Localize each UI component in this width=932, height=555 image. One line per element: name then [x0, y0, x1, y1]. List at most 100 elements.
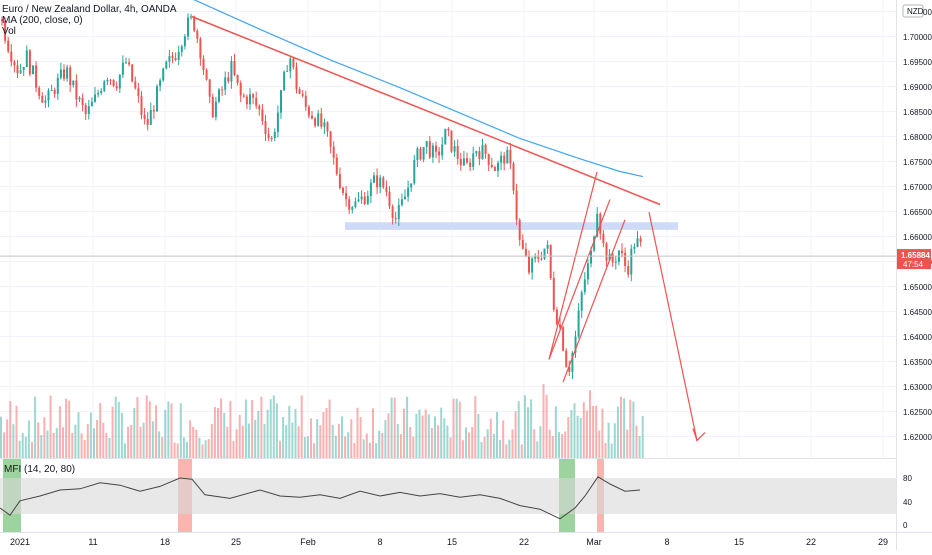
- candle: [509, 149, 512, 164]
- volume-bar: [554, 406, 557, 458]
- candle: [63, 69, 65, 79]
- symbol-title[interactable]: Euro / New Zealand Dollar, 4h, OANDA: [2, 4, 177, 15]
- candle: [441, 144, 444, 156]
- volume-bar: [344, 436, 347, 458]
- candle: [22, 67, 25, 71]
- candle: [94, 94, 96, 102]
- candle: [273, 132, 276, 139]
- candle: [531, 258, 534, 273]
- candle: [373, 175, 375, 183]
- rising-channel-line[interactable]: [548, 199, 611, 360]
- candle: [397, 204, 400, 220]
- ma-indicator-label[interactable]: MA (200, close, 0): [2, 15, 83, 26]
- volume-bar: [384, 420, 387, 458]
- volume-bar: [375, 443, 378, 458]
- volume-bar: [353, 443, 356, 458]
- volume-bar: [542, 384, 545, 458]
- volume-bar: [520, 444, 523, 458]
- candle: [404, 196, 406, 200]
- candle: [270, 138, 273, 139]
- candle: [596, 213, 599, 237]
- volume-bar: [434, 416, 436, 458]
- volume-bar: [251, 400, 254, 458]
- candle: [435, 145, 437, 152]
- candle: [115, 85, 118, 89]
- time-tick-label: 8: [377, 537, 382, 547]
- candle: [199, 38, 202, 59]
- candle: [221, 89, 224, 91]
- candle: [19, 70, 22, 74]
- volume-bar: [406, 396, 409, 458]
- volume-bar: [585, 410, 588, 458]
- mfi-tick-label: 0: [903, 521, 908, 530]
- candle: [59, 69, 62, 78]
- candle: [44, 100, 47, 103]
- volume-bar: [204, 440, 207, 458]
- candle: [168, 56, 171, 62]
- candle: [16, 65, 19, 74]
- currency-badge[interactable]: [902, 4, 924, 18]
- volume-bar: [229, 400, 232, 458]
- volume-bar: [539, 426, 542, 458]
- candle: [196, 30, 199, 39]
- volume-bar: [313, 443, 316, 458]
- volume-bar: [415, 413, 418, 458]
- candle: [143, 114, 146, 119]
- ma-200-line[interactable]: [192, 0, 644, 178]
- candle: [252, 94, 255, 98]
- candle: [137, 88, 140, 97]
- time-tick-label: 22: [519, 537, 529, 547]
- volume-indicator-label[interactable]: Vol: [2, 26, 16, 37]
- support-zone[interactable]: [345, 222, 678, 230]
- last-price-value: 1.65884: [901, 251, 930, 260]
- volume-bar: [96, 420, 99, 458]
- rising-channel-line[interactable]: [548, 171, 598, 360]
- volume-bar: [12, 424, 15, 458]
- candle: [211, 96, 214, 118]
- candle: [559, 324, 561, 328]
- volume-bar: [446, 425, 449, 458]
- candle: [156, 86, 158, 112]
- candle: [518, 219, 521, 240]
- candle: [400, 199, 403, 205]
- candle: [78, 97, 81, 100]
- time-tick-label: 25: [231, 537, 241, 547]
- projection-arrow[interactable]: [648, 211, 698, 441]
- candle: [332, 146, 335, 158]
- candle: [190, 16, 193, 18]
- volume-bar: [632, 401, 635, 458]
- candle: [289, 58, 292, 72]
- volume-bar: [403, 408, 405, 458]
- candle: [475, 151, 478, 154]
- price-tick-label: 1.62500: [903, 408, 932, 417]
- candle: [106, 79, 109, 82]
- candle: [447, 129, 450, 131]
- volume-bar: [133, 408, 136, 458]
- price-tick-label: 1.66000: [903, 233, 932, 242]
- mfi-indicator-label[interactable]: MFI (14, 20, 80): [4, 464, 76, 475]
- volume-bar: [263, 423, 266, 458]
- descending-trendline[interactable]: [191, 15, 661, 206]
- candle: [208, 79, 211, 97]
- candle: [97, 93, 100, 95]
- last-price-badge[interactable]: [897, 249, 931, 270]
- candle: [50, 90, 53, 91]
- candle: [484, 144, 487, 155]
- volume-bar: [15, 405, 18, 458]
- price-axis-background: [896, 0, 932, 550]
- volume-bar: [18, 440, 21, 458]
- volume-bar: [3, 432, 6, 458]
- volume-bar: [558, 432, 560, 458]
- candle: [382, 177, 385, 188]
- volume-bar: [430, 427, 433, 458]
- volume-bar: [201, 444, 204, 458]
- rising-channel-line[interactable]: [562, 219, 626, 383]
- candle: [605, 243, 608, 261]
- candle: [81, 97, 84, 106]
- mfi-line[interactable]: [0, 476, 641, 520]
- volume-bar: [303, 436, 306, 458]
- candle: [121, 62, 124, 75]
- volume-bar: [294, 408, 297, 458]
